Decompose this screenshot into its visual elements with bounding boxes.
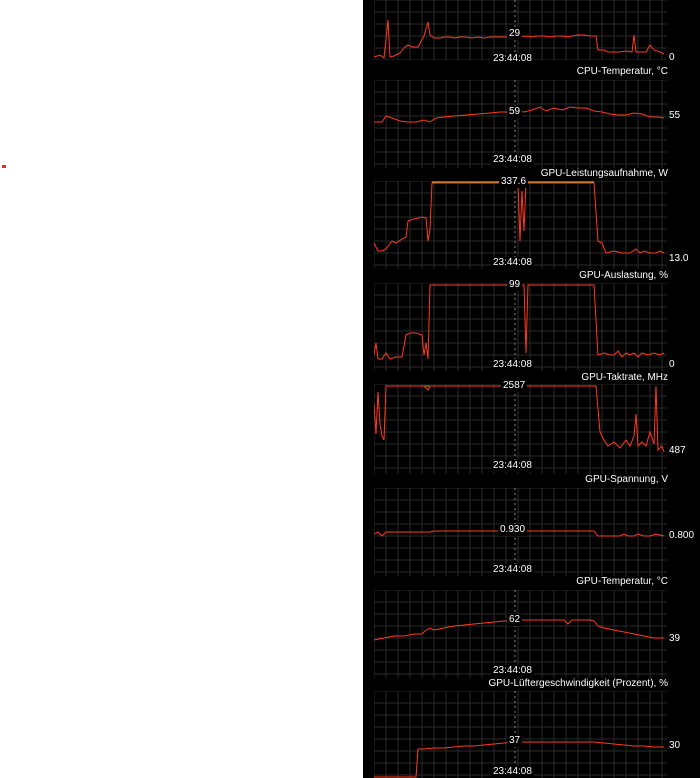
gpu-clock-timestamp: 23:44:08	[491, 460, 534, 472]
graph-panel-gpu-temperature: GPU-Temperatur, °C 62 39 23:44:08	[363, 576, 700, 680]
gpu-voltage-timestamp: 23:44:08	[491, 564, 534, 576]
gpu-voltage-min: 0.800	[669, 530, 695, 541]
gpu-clock-min: 487	[669, 445, 686, 456]
gpu-temperature-current: 62	[507, 614, 523, 626]
gpu-voltage-current: 0.930	[498, 524, 528, 536]
cpu-temperature-min: 55	[669, 110, 681, 121]
gpu-temperature-timestamp: 23:44:08	[491, 665, 534, 677]
graph-panel-0: 29 0 23:44:08	[363, 0, 700, 70]
gpu-load-timestamp: 23:44:08	[491, 359, 534, 371]
graph-gpu-fan-speed	[374, 691, 667, 778]
gpu-temperature-min: 39	[669, 633, 681, 644]
hardware-monitor-panel[interactable]: 29 0 23:44:08 CPU-Temperatur, °C 59 55 2…	[363, 0, 700, 778]
gpu-power-timestamp: 23:44:08	[491, 257, 534, 269]
desktop-area	[2, 165, 6, 168]
graph-title-gpu-fan-speed: GPU-Lüftergeschwindigkeit (Prozent), %	[488, 678, 668, 689]
graph-panel-cpu-temperature: CPU-Temperatur, °C 59 55 23:44:08	[363, 64, 700, 168]
graph-panel-gpu-voltage: GPU-Spannung, V 0.930 0.800 23:44:08	[363, 474, 700, 578]
graph-0-min-value: 0	[669, 52, 675, 63]
gpu-fan-speed-min: 30	[669, 740, 681, 751]
graph-title-gpu-voltage: GPU-Spannung, V	[585, 474, 668, 485]
gpu-load-min: 0	[669, 359, 675, 370]
graph-panel-gpu-fan-speed: GPU-Lüftergeschwindigkeit (Prozent), % 3…	[363, 677, 700, 778]
gpu-clock-current: 2587	[501, 380, 528, 392]
graph-panel-gpu-load: GPU-Auslastung, % 99 0 23:44:08	[363, 269, 700, 373]
mouse-cursor-marker	[2, 165, 6, 168]
gpu-load-current: 99	[507, 279, 523, 291]
graph-title-gpu-temperature: GPU-Temperatur, °C	[576, 576, 668, 587]
graph-panel-gpu-clock: GPU-Taktrate, MHz 2587 487 23:44:08	[363, 372, 700, 476]
graph-0-current-value: 29	[507, 28, 523, 40]
gpu-fan-speed-current: 37	[507, 735, 523, 747]
graph-gpu-clock	[374, 384, 667, 474]
graph-title-gpu-load: GPU-Auslastung, %	[579, 270, 668, 281]
graph-0-timestamp: 23:44:08	[491, 53, 534, 65]
graph-gpu-load	[374, 283, 667, 371]
graph-title-cpu-temperature: CPU-Temperatur, °C	[576, 66, 668, 77]
graph-title-gpu-clock: GPU-Taktrate, MHz	[581, 372, 668, 383]
graph-gpu-power	[374, 181, 667, 269]
graph-title-gpu-power: GPU-Leistungsaufnahme, W	[540, 168, 668, 179]
gpu-power-min: 13.0	[669, 253, 689, 264]
gpu-fan-speed-timestamp: 23:44:08	[491, 766, 534, 778]
graph-panel-gpu-power: GPU-Leistungsaufnahme, W 337.6 13.0 23:4…	[363, 167, 700, 271]
graph-cpu-temperature	[374, 80, 667, 168]
gpu-power-current: 337.6	[499, 176, 529, 188]
cpu-temperature-timestamp: 23:44:08	[491, 154, 534, 166]
cpu-temperature-current: 59	[507, 106, 523, 118]
